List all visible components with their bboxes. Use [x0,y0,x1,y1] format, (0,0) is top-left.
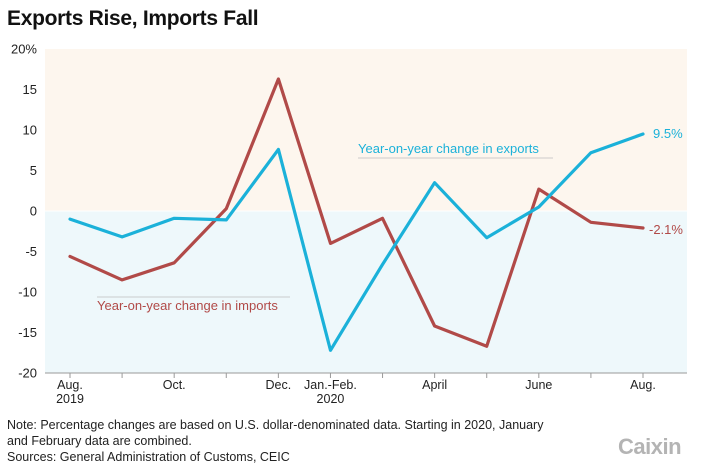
x-tick-label: Oct. [163,378,186,392]
x-tick-label: April [422,378,447,392]
y-tick-label: -15 [18,325,37,340]
imports-end-value: -2.1% [649,222,683,237]
y-tick-label: 5 [30,163,37,178]
chart-title: Exports Rise, Imports Fall [7,7,259,30]
y-tick-label: -10 [18,285,37,300]
y-tick-label: -5 [25,244,37,259]
y-tick-label: 0 [30,204,37,219]
exports-series-label: Year-on-year change in exports [358,141,539,156]
y-tick-label: -20 [18,366,37,381]
x-tick-label: 2020 [317,392,345,406]
note-line: and February data are combined. [7,434,192,448]
y-tick-label: 15 [23,82,37,97]
series-annotations: Year-on-year change in exports Year-on-y… [97,126,683,313]
note-line: Note: Percentage changes are based on U.… [7,418,544,432]
x-tick-label: Jan.-Feb. [304,378,357,392]
y-tick-label: 20% [11,42,37,57]
x-tick-label: Aug. [57,378,83,392]
positive-region-background [45,49,687,211]
exports-end-value: 9.5% [653,126,683,141]
y-tick-label: 10 [23,123,37,138]
x-tick-label: Dec. [266,378,292,392]
x-tick-label: June [525,378,552,392]
x-tick-label: 2019 [56,392,84,406]
sources-line: Sources: General Administration of Custo… [7,450,290,464]
imports-series-line [68,77,645,348]
chart-notes: Note: Percentage changes are based on U.… [7,417,607,465]
caixin-logo: Caixin [618,434,682,459]
exports-series-line [68,132,645,352]
y-axis-ticks: 20% 15 10 5 0 -5 -10 -15 -20 [11,42,37,381]
series-lines [68,77,645,352]
imports-series-label: Year-on-year change in imports [97,298,278,313]
x-tick-label: Aug. [630,378,656,392]
